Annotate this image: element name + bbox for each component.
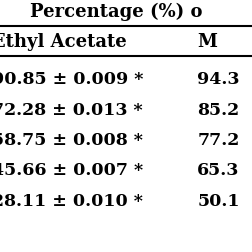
Text: 85.2: 85.2: [197, 101, 239, 118]
Text: M: M: [197, 33, 216, 51]
Text: 90.85 ± 0.009 *: 90.85 ± 0.009 *: [0, 71, 143, 88]
Text: 94.3: 94.3: [197, 71, 239, 88]
Text: 77.2: 77.2: [197, 131, 239, 148]
Text: 28.11 ± 0.010 *: 28.11 ± 0.010 *: [0, 192, 143, 209]
Text: Ethyl Acetate: Ethyl Acetate: [0, 33, 127, 51]
Text: Percentage (%) o: Percentage (%) o: [30, 2, 202, 20]
Text: 58.75 ± 0.008 *: 58.75 ± 0.008 *: [0, 131, 143, 148]
Text: 50.1: 50.1: [197, 192, 239, 209]
Text: 45.66 ± 0.007 *: 45.66 ± 0.007 *: [0, 162, 143, 179]
Text: 72.28 ± 0.013 *: 72.28 ± 0.013 *: [0, 101, 142, 118]
Text: 65.3: 65.3: [197, 162, 239, 179]
